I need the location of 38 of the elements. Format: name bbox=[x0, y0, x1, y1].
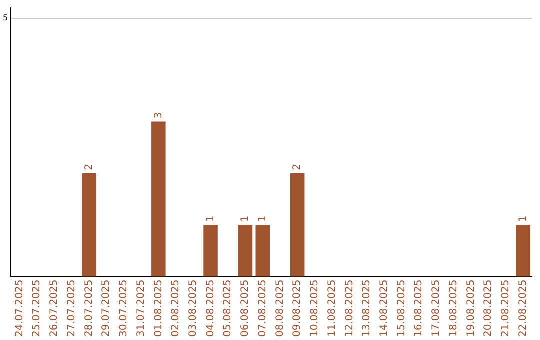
data-label: 1 bbox=[518, 216, 529, 222]
x-tick-label: 14.08.2025 bbox=[379, 280, 390, 338]
x-tick-label: 24.07.2025 bbox=[14, 280, 26, 338]
x-tick-label: 01.08.2025 bbox=[153, 280, 164, 338]
data-label: 2 bbox=[84, 164, 95, 170]
y-tick-label: 5 bbox=[2, 13, 8, 22]
x-tick-label: 08.08.2025 bbox=[274, 280, 286, 338]
x-tick-label: 03.08.2025 bbox=[188, 280, 199, 338]
x-tick-label: 20.08.2025 bbox=[483, 280, 494, 338]
x-tick-label: 04.08.2025 bbox=[205, 280, 216, 338]
x-tick-label: 27.07.2025 bbox=[66, 280, 78, 338]
x-tick-label: 30.07.2025 bbox=[118, 280, 130, 338]
x-tick-label: 02.08.2025 bbox=[170, 280, 182, 338]
x-tick-label: 18.08.2025 bbox=[448, 280, 460, 338]
x-tick-label: 26.07.2025 bbox=[49, 280, 60, 338]
x-tick-label: 29.07.2025 bbox=[101, 280, 112, 338]
data-label: 2 bbox=[292, 164, 304, 170]
x-tick-label: 22.08.2025 bbox=[518, 280, 529, 338]
x-tick-label: 17.08.2025 bbox=[431, 280, 442, 338]
x-tick-label: 09.08.2025 bbox=[292, 280, 304, 338]
x-tick-label: 13.08.2025 bbox=[362, 280, 373, 338]
x-tick-label: 25.07.2025 bbox=[32, 280, 43, 338]
x-tick-label: 05.08.2025 bbox=[222, 280, 234, 338]
x-tick-label: 15.08.2025 bbox=[396, 280, 408, 338]
x-tick-label: 31.07.2025 bbox=[136, 280, 147, 338]
data-label: 1 bbox=[240, 216, 252, 222]
x-tick-label: 12.08.2025 bbox=[344, 280, 356, 338]
data-label: 1 bbox=[205, 216, 216, 222]
x-tick-label: 10.08.2025 bbox=[310, 280, 321, 338]
data-label: 3 bbox=[153, 112, 164, 119]
x-tick-label: 11.08.2025 bbox=[326, 280, 338, 338]
data-label: 1 bbox=[257, 216, 268, 222]
x-tick-label: 07.08.2025 bbox=[257, 280, 268, 338]
x-tick-label: 19.08.2025 bbox=[466, 280, 477, 338]
x-tick-label: 21.08.2025 bbox=[500, 280, 512, 338]
x-tick-label: 16.08.2025 bbox=[414, 280, 425, 338]
x-tick-label: 28.07.2025 bbox=[84, 280, 95, 338]
x-tick-label: 06.08.2025 bbox=[240, 280, 252, 338]
